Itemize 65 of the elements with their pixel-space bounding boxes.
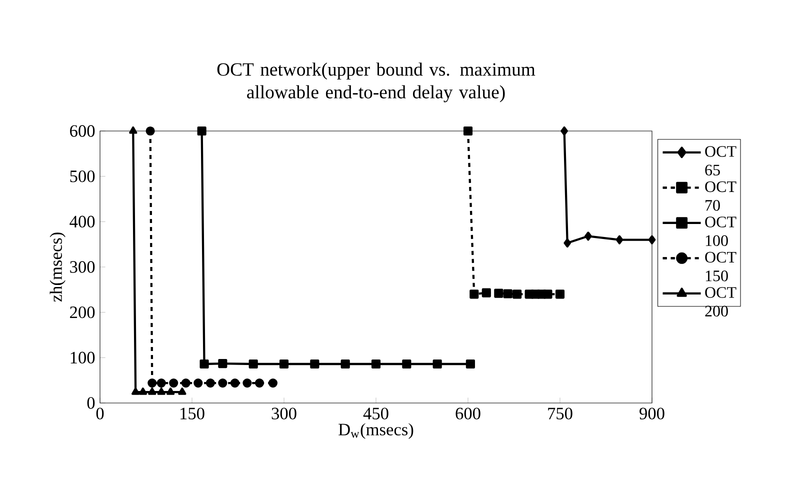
point bbox=[138, 388, 148, 395]
point bbox=[169, 378, 178, 388]
point bbox=[194, 378, 203, 388]
point bbox=[402, 359, 412, 369]
point bbox=[242, 378, 252, 388]
point bbox=[148, 388, 156, 395]
x-tick-label: 300 bbox=[272, 408, 296, 420]
x-tick-label: 0 bbox=[96, 408, 104, 420]
y-tick-label: 200 bbox=[70, 306, 95, 318]
point bbox=[584, 232, 592, 241]
legend-label: OCT 200 bbox=[705, 287, 736, 317]
point bbox=[156, 378, 166, 388]
chart-title: OCT network(upper bound vs. maximum allowable end-to-end delay value) bbox=[217, 62, 536, 102]
legend-label: OCT 150 bbox=[705, 252, 736, 282]
point bbox=[146, 126, 155, 136]
point bbox=[178, 388, 186, 395]
point bbox=[254, 378, 264, 388]
y-tick-label: 0 bbox=[87, 397, 95, 409]
point bbox=[463, 126, 473, 136]
point bbox=[371, 359, 381, 369]
point bbox=[157, 388, 166, 395]
point bbox=[494, 288, 504, 298]
point bbox=[470, 290, 479, 299]
y-tick-label: 300 bbox=[70, 261, 95, 273]
x-tick-label: 150 bbox=[180, 408, 204, 420]
y-tick-label: 600 bbox=[70, 125, 95, 137]
point bbox=[555, 290, 565, 299]
point bbox=[268, 378, 278, 388]
point bbox=[616, 235, 624, 244]
point bbox=[512, 290, 522, 299]
point bbox=[248, 359, 258, 369]
legend-label: OCT 65 bbox=[705, 146, 736, 176]
x-axis-title: D$_{w}$(msecs) bbox=[338, 423, 414, 439]
point bbox=[197, 126, 206, 136]
point bbox=[466, 359, 475, 369]
point bbox=[564, 238, 572, 248]
point bbox=[648, 235, 656, 244]
point bbox=[340, 359, 350, 369]
point bbox=[432, 359, 442, 369]
point bbox=[200, 359, 209, 369]
point bbox=[218, 378, 228, 388]
point bbox=[482, 288, 491, 298]
point bbox=[148, 378, 157, 388]
x-tick-label: 900 bbox=[640, 408, 664, 420]
point bbox=[310, 359, 320, 369]
point bbox=[230, 378, 240, 388]
point bbox=[206, 378, 215, 388]
y-tick-label: 500 bbox=[70, 170, 95, 182]
point bbox=[166, 388, 175, 395]
point bbox=[132, 388, 140, 395]
point bbox=[181, 378, 190, 388]
y-tick-label: 100 bbox=[70, 352, 95, 364]
x-tick-label: 750 bbox=[548, 408, 572, 420]
y-axis-title: zh(msecs) bbox=[50, 232, 66, 302]
legend-label: OCT 100 bbox=[705, 216, 736, 246]
point bbox=[279, 359, 289, 369]
point bbox=[503, 289, 512, 298]
point bbox=[560, 126, 568, 136]
point bbox=[218, 359, 228, 368]
y-tick-label: 400 bbox=[70, 216, 95, 228]
point bbox=[129, 126, 138, 134]
x-tick-label: 450 bbox=[363, 408, 388, 420]
point bbox=[543, 290, 552, 299]
x-tick-label: 600 bbox=[456, 408, 480, 420]
legend-label: OCT 70 bbox=[705, 181, 736, 211]
